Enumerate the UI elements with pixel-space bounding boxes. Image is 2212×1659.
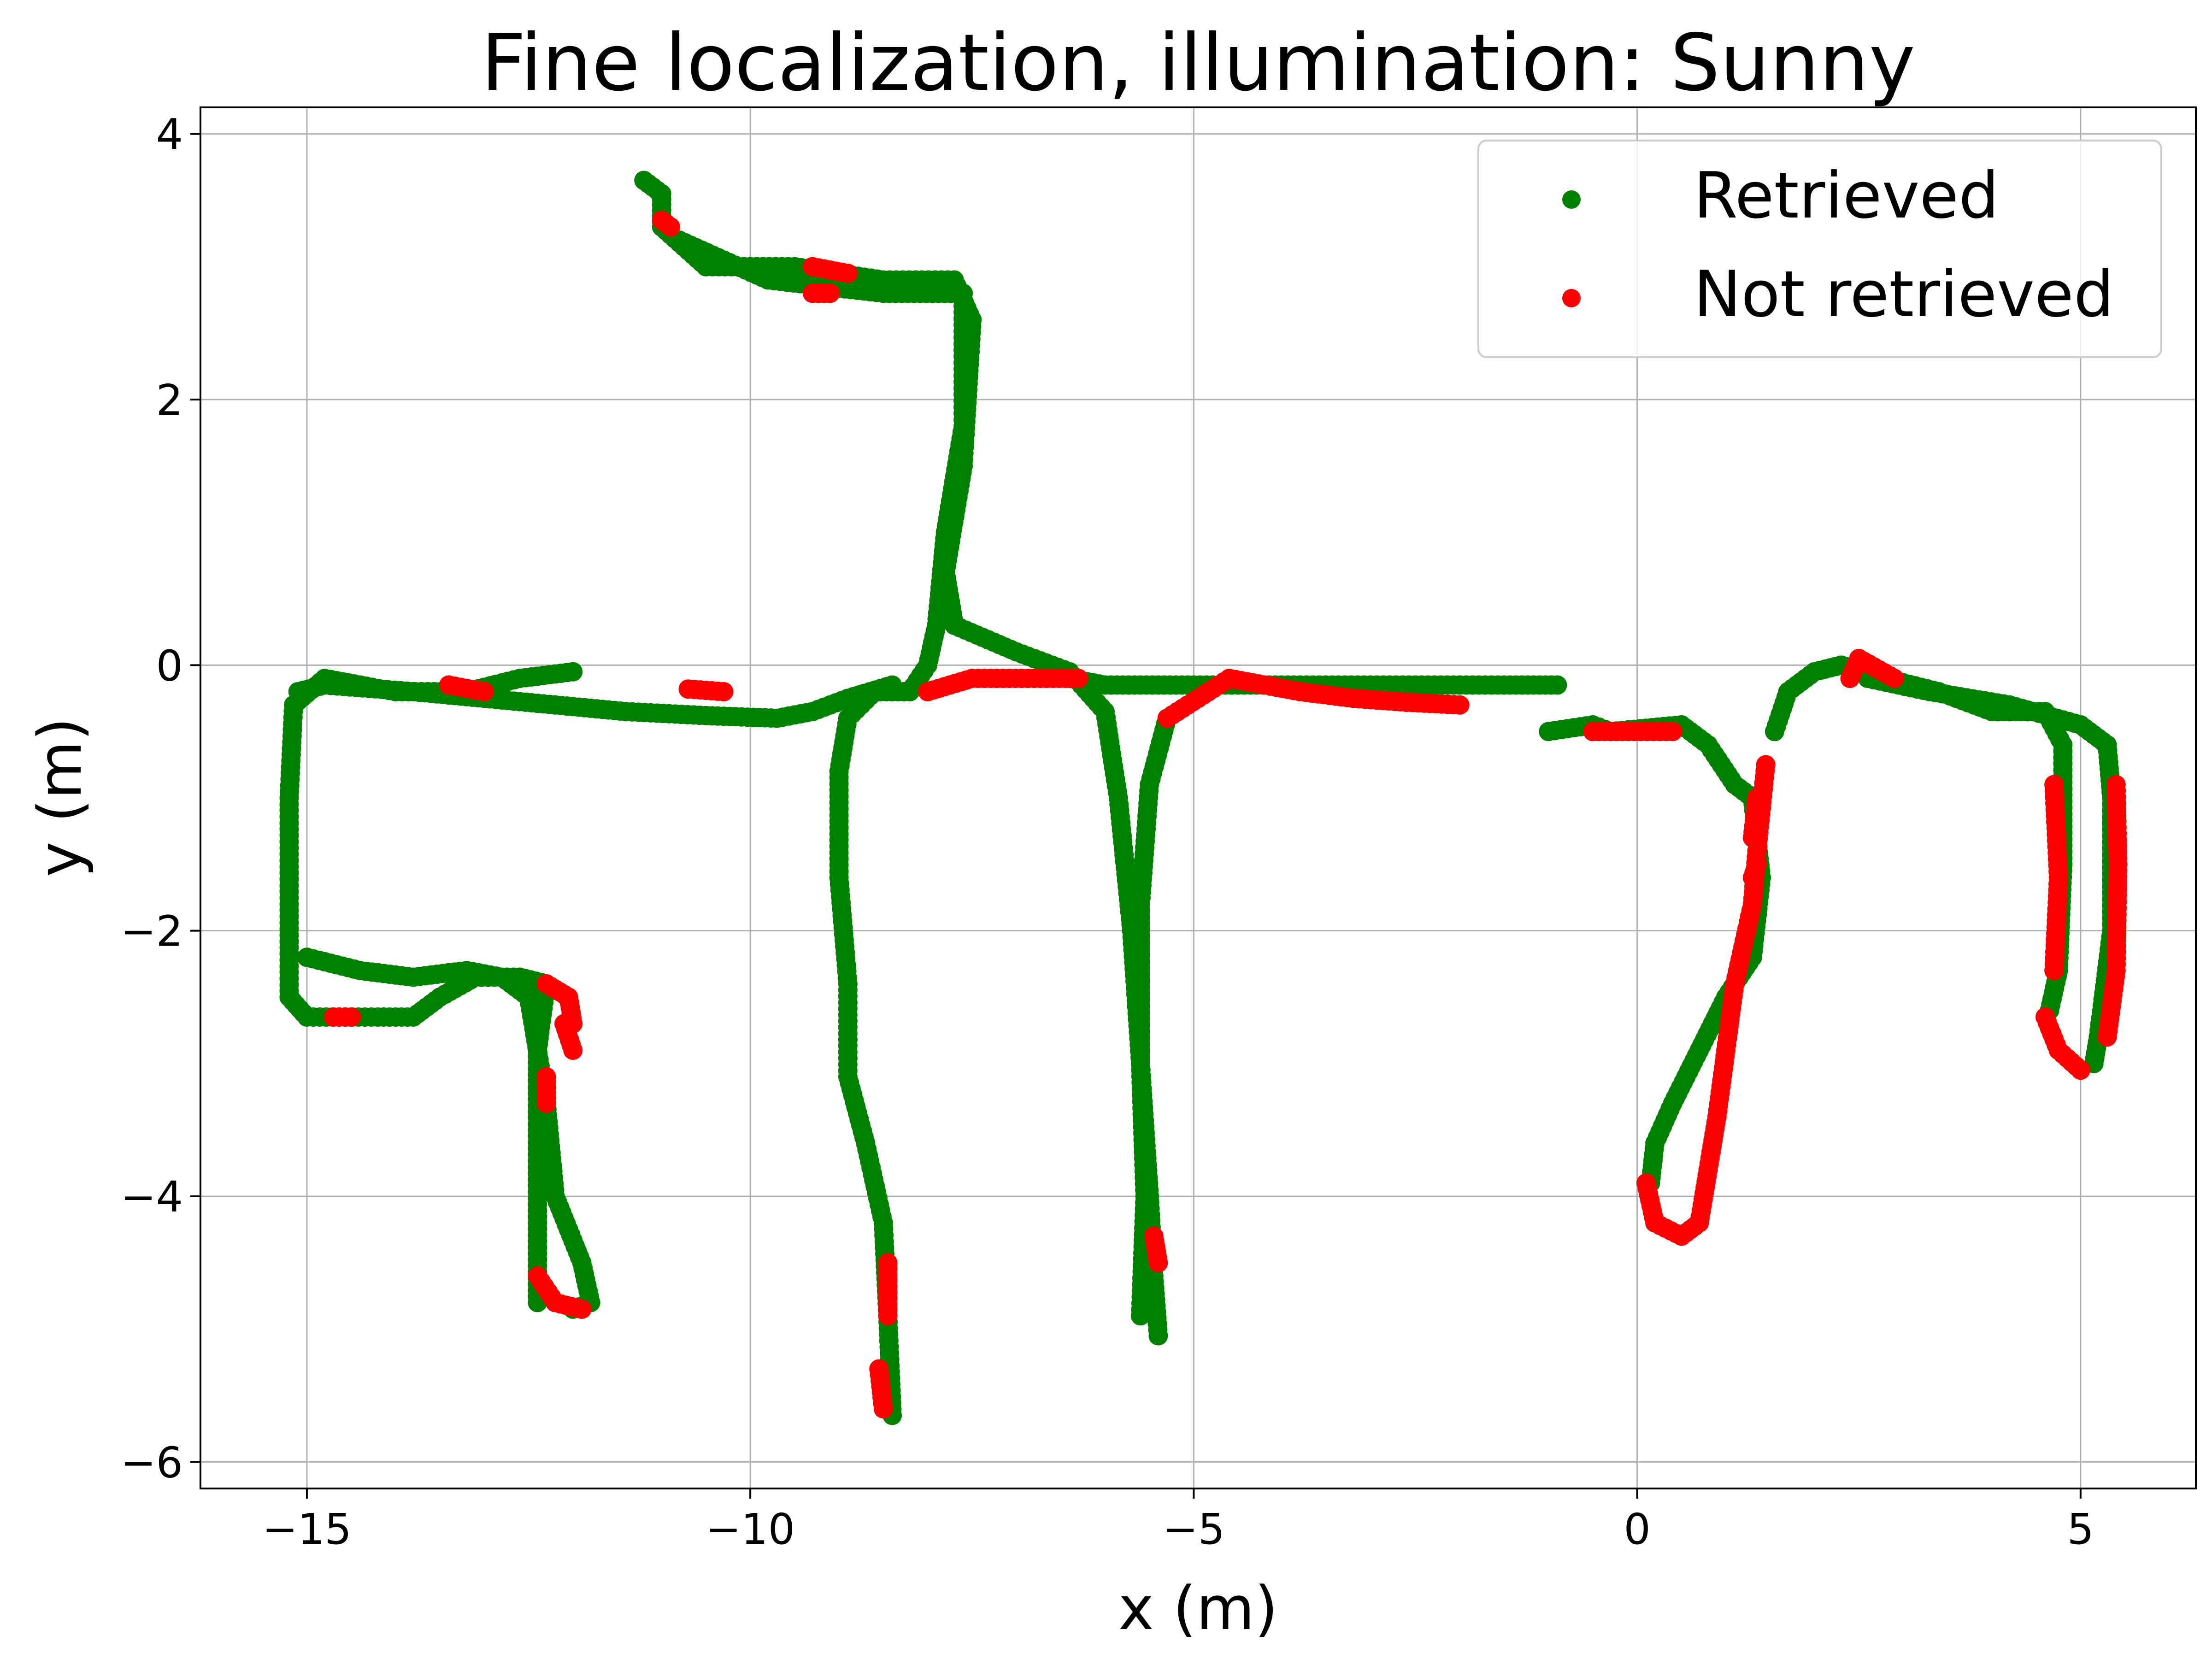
data-point xyxy=(1547,675,1567,695)
data-point xyxy=(2097,1027,2117,1047)
data-point xyxy=(1636,1173,1656,1193)
plot-frame xyxy=(200,106,2197,1489)
data-point xyxy=(820,283,840,303)
x-tick-label: −15 xyxy=(262,1505,352,1554)
data-point xyxy=(1663,722,1683,741)
legend: Retrieved Not retrieved xyxy=(1477,140,2162,358)
x-axis-label: x (m) xyxy=(1118,1573,1278,1643)
y-tick-label: −6 xyxy=(120,1438,183,1487)
data-point xyxy=(1450,695,1470,715)
data-point xyxy=(1130,1306,1150,1326)
x-tick-label: 5 xyxy=(2067,1505,2094,1554)
data-point xyxy=(1148,1326,1168,1346)
data-point xyxy=(554,1014,574,1034)
legend-marker-retrieved xyxy=(1562,190,1581,209)
data-point xyxy=(474,682,494,701)
grid xyxy=(200,107,2196,1488)
series-1 xyxy=(324,210,2128,1419)
data-point xyxy=(572,1299,592,1319)
data-point xyxy=(536,1094,556,1113)
data-points xyxy=(279,171,2128,1425)
data-point xyxy=(660,217,680,237)
y-tick-label: −4 xyxy=(120,1172,183,1222)
legend-marker-not-retrieved xyxy=(1562,289,1581,307)
data-point xyxy=(873,1399,893,1419)
data-point xyxy=(1742,868,1762,888)
legend-label-not-retrieved: Not retrieved xyxy=(1694,257,2114,331)
data-point xyxy=(878,1306,898,1326)
x-tick-label: −10 xyxy=(706,1505,795,1554)
data-point xyxy=(714,682,734,701)
y-tick-label: 2 xyxy=(156,376,183,425)
y-tick-label: 0 xyxy=(156,641,183,690)
y-axis-label: y (m) xyxy=(25,718,95,877)
data-point xyxy=(2044,961,2064,981)
data-point xyxy=(1148,1253,1168,1273)
x-tick-label: −5 xyxy=(1163,1505,1225,1554)
data-point xyxy=(341,1007,361,1027)
data-point xyxy=(1884,669,1904,688)
legend-label-retrieved: Retrieved xyxy=(1694,159,1999,233)
data-point xyxy=(2071,1060,2090,1080)
data-point xyxy=(1742,828,1762,847)
y-tick-label: 4 xyxy=(156,110,183,159)
legend-box xyxy=(1477,140,2162,358)
y-tick-label: −2 xyxy=(120,907,183,956)
data-point xyxy=(838,264,858,283)
ticks: −15 −10 −5 0 5 −6 −4 −2 0 2 4 xyxy=(120,110,2094,1554)
chart-title: Fine localization, illumination: Sunny xyxy=(481,18,1915,109)
data-point xyxy=(1069,669,1088,688)
x-tick-label: 0 xyxy=(1624,1505,1651,1554)
